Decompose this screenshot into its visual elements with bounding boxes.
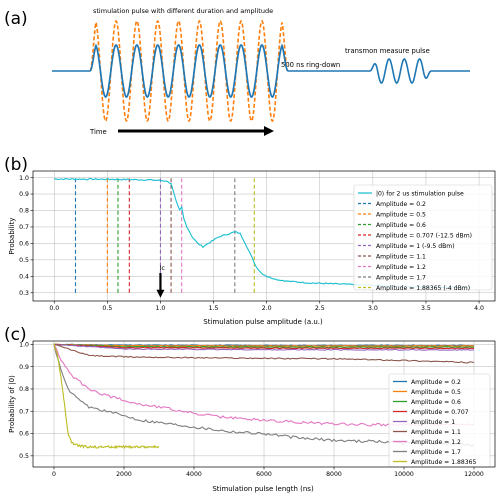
panel-b-ytick-label: 0.9 [19,191,29,198]
panel-b-ytick-label: 0.5 [19,257,29,264]
series-line [53,343,475,347]
legend-label: Amplitude = 1.7 [411,449,461,456]
stimulation-pulse-small [89,43,289,98]
legend-label: |0⟩ for 2 us stimulation pulse [376,190,464,197]
legend-label: Amplitude = 0.6 [411,399,461,406]
panel-b-xtick-label: 4.0 [474,305,484,312]
panel-b-xlabel: Stimulation pulse amplitude (a.u.) [203,318,323,326]
panel-c-ytick-label: 0.6 [19,431,29,438]
panel-b-xtick-label: 3.0 [368,305,378,312]
panel-c-ytick-label: 1.0 [19,342,29,349]
panel-a-schematic: (a) stimulation pulse with different dur… [4,7,470,136]
series-line [53,343,160,450]
legend-label: Amplitude = 1.7 [376,274,426,281]
series-line [53,343,475,350]
panel-b-ylabel: Probability [8,217,16,254]
legend-label: Amplitude = 0.707 [411,409,469,416]
legend-label: Amplitude = 1 [411,419,455,426]
panel-b-ytick-label: 0.8 [19,208,29,215]
pulse-label: stimulation pulse with different duratio… [93,7,273,15]
panel-c-xtick-label: 6000 [256,471,272,478]
stimulation-pulse-large [89,19,289,123]
legend-label: Amplitude = 0.6 [376,222,426,229]
legend-label: Amplitude = 0.2 [376,201,426,208]
panel-b-ytick-label: 0.6 [19,241,29,248]
time-label: Time [89,128,107,136]
panel-b-ytick-label: 1.0 [19,175,29,182]
panel-b-chart: (b) Stimulation pulse amplitude (a.u.) P… [4,155,496,326]
panel-c-ytick-label: 0.8 [19,386,29,393]
panel-c-ytick-label: 0.9 [19,364,29,371]
ic-arrow-head [156,289,165,298]
legend-label: Amplitude = 1.1 [376,253,426,260]
legend-label: Amplitude = 1.88365 (-4 dBm) [376,285,470,292]
panel-b-frame [32,170,496,302]
legend-label: Amplitude = 0.5 [376,211,426,218]
panel-c-chart: (c) Stimulation pulse length (ns) Probab… [4,325,496,493]
legend-label: Amplitude = 1.1 [411,429,461,436]
panel-c-xtick-label: 4000 [186,471,202,478]
panel-b-xtick-label: 0.0 [49,305,59,312]
panel-c-xtick-label: 12000 [464,471,484,478]
panel-b-xtick-label: 3.5 [421,305,431,312]
panel-c-ytick-label: 0.5 [19,453,29,460]
panel-b-ytick-label: 0.3 [19,290,29,297]
legend-label: Amplitude = 1.88365 [411,459,477,466]
panel-b-xtick-label: 1.0 [156,305,166,312]
panel-a-tag: (a) [4,9,28,29]
legend-label: Amplitude = 1.2 [376,264,426,271]
panel-b-xtick-label: 2.0 [262,305,272,312]
ic-label: Ic [159,264,165,272]
legend-label: Amplitude = 0.707 (-12.5 dBm) [376,232,472,239]
series-line [53,343,475,364]
measure-label: transmon measure pulse [345,47,430,55]
panel-c-ytick-label: 0.7 [19,408,29,415]
panel-c-xtick-label: 2000 [116,471,132,478]
panel-b-xtick-label: 0.5 [102,305,112,312]
panel-b-legend [353,184,493,291]
series-line [53,343,475,348]
panel-b-ytick-label: 0.4 [19,274,29,281]
panel-c-xtick-label: 0 [52,471,56,478]
legend-label: Amplitude = 1 (-9.5 dBm) [376,243,455,250]
panel-c-xlabel: Stimulation pulse length (ns) [212,485,314,493]
time-arrow-head [264,126,274,136]
legend-label: Amplitude = 1.2 [411,439,461,446]
legend-label: Amplitude = 0.2 [411,379,461,386]
panel-c-tag: (c) [4,325,27,345]
panel-c-xtick-label: 8000 [326,471,342,478]
panel-b-tag: (b) [4,155,28,175]
panel-c-ylabel: Probability of |0⟩ [8,375,16,433]
panel-c-frame [32,340,496,468]
legend-label: Amplitude = 0.5 [411,389,461,396]
series-line [53,343,475,351]
panel-b-xtick-label: 1.5 [209,305,219,312]
measure-pulse [369,58,432,84]
panel-c-xtick-label: 10000 [394,471,414,478]
panel-b-xtick-label: 2.5 [315,305,325,312]
panel-b-ytick-label: 0.7 [19,224,29,231]
ringdown-label: 500 ns ring-down [281,61,340,69]
